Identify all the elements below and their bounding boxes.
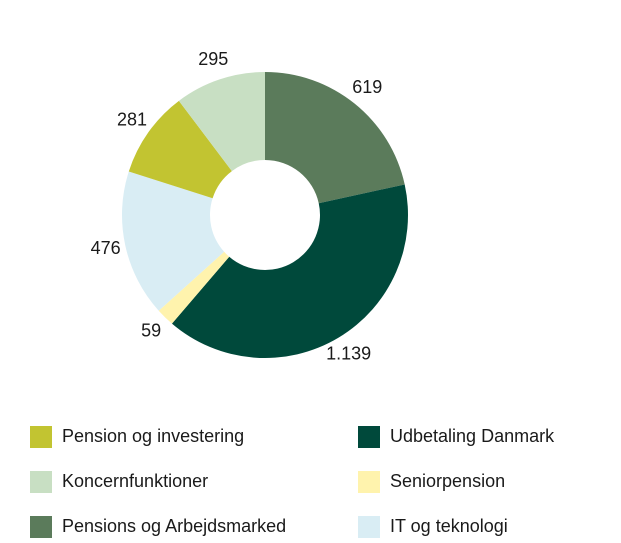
donut-segment — [265, 72, 405, 204]
legend-label: Pension og investering — [62, 426, 244, 446]
donut-segment — [178, 72, 265, 172]
donut-segment — [128, 100, 232, 199]
legend-swatch — [358, 426, 380, 448]
legend-label: Udbetaling Danmark — [390, 426, 555, 446]
data-label: 59 — [141, 320, 161, 340]
legend-label: Pensions og Arbejdsmarked — [62, 516, 286, 536]
legend-swatch — [358, 471, 380, 493]
data-label: 476 — [91, 238, 121, 258]
data-label: 281 — [117, 109, 147, 129]
data-label: 1.139 — [326, 344, 371, 364]
legend-label: Koncernfunktioner — [62, 471, 208, 491]
legend-swatch — [30, 471, 52, 493]
data-label: 295 — [198, 49, 228, 69]
donut-segment — [122, 171, 225, 311]
legend-label: Seniorpension — [390, 471, 505, 491]
legend-swatch — [358, 516, 380, 538]
donut-segment — [171, 184, 408, 358]
legend-swatch — [30, 516, 52, 538]
data-label: 619 — [352, 77, 382, 97]
donut-segment — [158, 251, 230, 324]
legend-swatch — [30, 426, 52, 448]
legend-label: IT og teknologi — [390, 516, 508, 536]
